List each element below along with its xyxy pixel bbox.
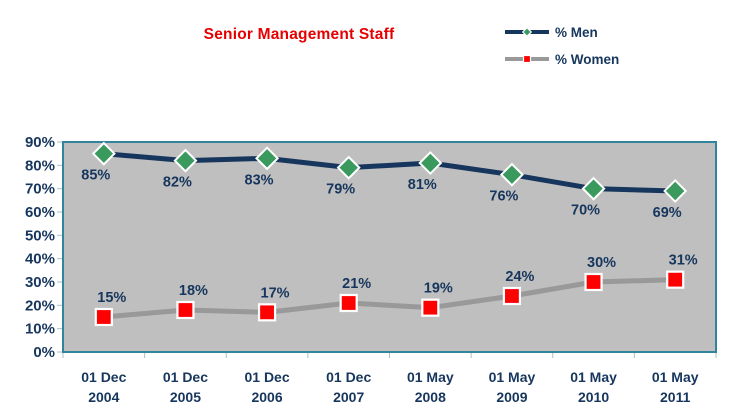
- y-tick-label: 50%: [25, 227, 55, 244]
- y-tick-label: 80%: [25, 157, 55, 174]
- series-line-men: [101, 151, 678, 194]
- legend-label-women: % Women: [555, 51, 620, 67]
- data-label: 81%: [408, 177, 437, 193]
- data-label: 76%: [489, 189, 518, 205]
- y-tick-label: 10%: [25, 321, 55, 338]
- data-label: 83%: [245, 172, 274, 188]
- data-label: 18%: [179, 283, 208, 299]
- legend-label-men: % Men: [555, 24, 598, 40]
- data-label: 79%: [326, 182, 355, 198]
- data-label: 21%: [342, 276, 371, 292]
- square-marker: [666, 270, 685, 289]
- square-marker: [94, 307, 113, 327]
- x-tick-label: 01 May 2009: [489, 369, 536, 405]
- data-label: 69%: [653, 205, 682, 221]
- diamond-marker: [418, 150, 443, 176]
- data-label: 82%: [163, 175, 192, 191]
- y-tick-label: 70%: [25, 181, 55, 198]
- square-marker: [584, 272, 603, 292]
- legend-item-women: % Women: [504, 47, 619, 71]
- legend-square-marker: [522, 54, 532, 64]
- data-label: 85%: [81, 168, 110, 184]
- y-tick-label: 90%: [25, 134, 55, 151]
- x-tick-label: 01 May 2010: [570, 369, 617, 405]
- y-tick-label: 60%: [25, 204, 55, 221]
- x-tick-label: 01 Dec 2006: [244, 369, 289, 405]
- diamond-marker: [255, 146, 280, 171]
- diamond-marker: [336, 155, 361, 180]
- chart-title: Senior Management Staff: [203, 26, 395, 43]
- x-tick-label: 01 Dec 2004: [81, 369, 126, 405]
- diamond-marker: [173, 148, 198, 173]
- legend-diamond-marker: [521, 26, 533, 38]
- plot-background: [62, 141, 717, 353]
- data-label: 30%: [587, 255, 616, 271]
- men-series-swatch-icon: [505, 26, 549, 38]
- y-tick-label: 30%: [25, 274, 55, 291]
- data-label: 17%: [261, 285, 290, 301]
- data-label: 31%: [669, 253, 698, 269]
- data-label: 24%: [505, 269, 534, 285]
- square-marker: [176, 300, 195, 320]
- square-marker: [502, 286, 522, 306]
- square-marker: [257, 303, 277, 322]
- legend: % Men % Women: [504, 20, 619, 71]
- diamond-marker: [499, 162, 524, 187]
- diamond-marker: [581, 176, 606, 201]
- square-marker: [421, 298, 440, 317]
- x-tick-label: 01 Dec 2005: [163, 369, 208, 405]
- y-tick-label: 40%: [25, 251, 55, 268]
- x-tick-label: 01 Dec 2007: [326, 369, 371, 405]
- y-tick-label: 20%: [25, 297, 55, 314]
- data-label: 70%: [571, 203, 600, 219]
- legend-item-men: % Men: [504, 20, 619, 44]
- data-label: 19%: [424, 281, 453, 297]
- women-series-swatch-icon: [505, 54, 549, 64]
- diamond-marker: [91, 141, 116, 166]
- data-label: 15%: [97, 290, 126, 306]
- x-tick-label: 01 May 2008: [407, 369, 454, 405]
- series-line-women: [101, 277, 678, 320]
- x-tick-label: 01 May 2011: [652, 369, 699, 405]
- square-marker: [339, 293, 358, 313]
- diamond-marker: [663, 178, 688, 204]
- y-tick-label: 0%: [33, 344, 55, 361]
